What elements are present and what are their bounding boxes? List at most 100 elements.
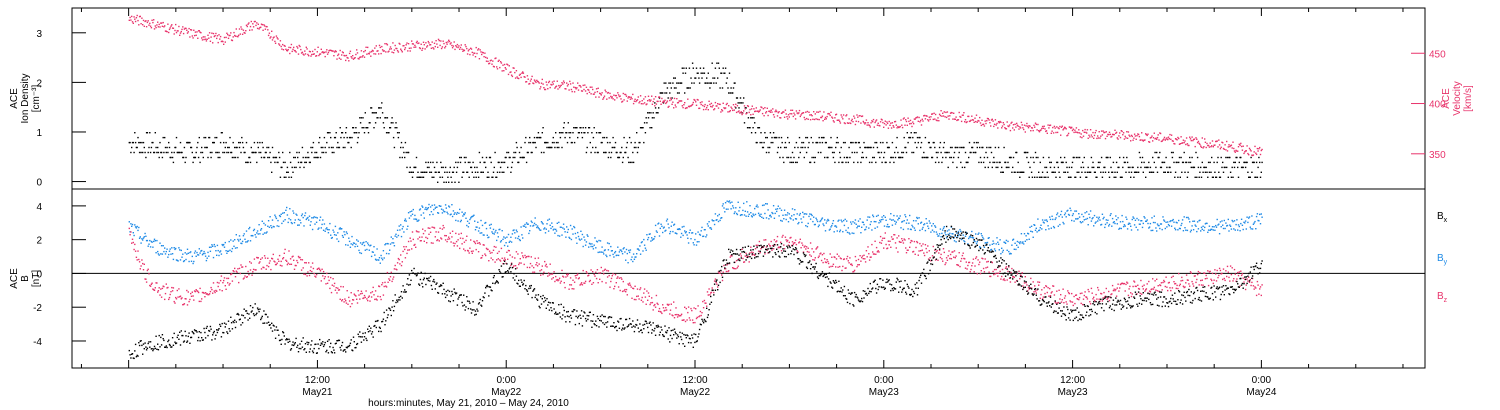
density-series-point	[720, 72, 722, 74]
velocity-series-point	[1167, 138, 1169, 141]
density-series-point	[783, 146, 786, 149]
by-series-point	[831, 224, 833, 227]
density-series-point	[451, 181, 453, 183]
bz-series-point	[139, 268, 141, 270]
bz-series-point	[369, 300, 371, 302]
density-series-point	[897, 151, 899, 154]
bz-series-point	[160, 296, 163, 298]
density-series-point	[432, 161, 434, 164]
velocity-series-point	[751, 105, 753, 107]
velocity-series-point	[975, 114, 978, 116]
density-series-point	[130, 151, 132, 154]
density-series-point	[194, 156, 197, 159]
by-series-point	[845, 229, 847, 232]
density-series-point	[1104, 171, 1107, 173]
density-series-point	[654, 107, 657, 109]
by-series-point	[565, 236, 567, 238]
by-series-point	[1103, 216, 1105, 219]
by-series-point	[853, 232, 855, 235]
bz-series-point	[505, 262, 507, 265]
velocity-series-point	[304, 53, 307, 55]
bz-series-point	[344, 298, 346, 300]
velocity-series-point	[1219, 148, 1222, 150]
by-series-point	[349, 246, 352, 248]
by-series-point	[957, 230, 960, 233]
by-series-point	[968, 237, 970, 240]
density-series-point	[875, 161, 877, 164]
velocity-series-point	[884, 120, 886, 122]
density-series-point	[396, 132, 399, 134]
by-series-point	[280, 213, 282, 215]
density-series-point	[674, 77, 676, 79]
velocity-series-point	[480, 51, 482, 53]
density-series-point	[201, 146, 203, 149]
bz-series-point	[341, 299, 344, 301]
density-series-point	[990, 146, 992, 149]
velocity-series-point	[540, 82, 543, 84]
velocity-series-point	[639, 95, 642, 97]
density-series-point	[754, 132, 757, 134]
density-series-point	[876, 146, 879, 149]
by-series-point	[262, 233, 264, 235]
by-series-point	[243, 233, 245, 235]
by-series-point	[1120, 227, 1122, 230]
velocity-series-point	[1181, 142, 1183, 144]
density-series-point	[138, 151, 141, 154]
by-series-point	[1019, 241, 1022, 243]
bz-series-point	[259, 261, 261, 263]
by-series-point	[1090, 220, 1093, 222]
by-series-point	[175, 259, 178, 261]
by-series-point	[1240, 218, 1243, 220]
velocity-series-point	[654, 105, 656, 107]
velocity-series-point	[1233, 150, 1236, 152]
density-series-point	[617, 156, 620, 159]
by-series-point	[854, 219, 857, 221]
velocity-series-point	[327, 51, 330, 54]
velocity-series-point	[783, 111, 785, 113]
velocity-series-point	[1192, 139, 1194, 142]
by-series-point	[502, 238, 504, 240]
velocity-series-point	[345, 54, 348, 57]
density-series-point	[1003, 146, 1005, 149]
density-series-point	[600, 141, 602, 144]
velocity-series-point	[738, 110, 740, 112]
by-series-point	[777, 205, 779, 207]
velocity-series-point	[710, 105, 712, 108]
bz-series-point	[594, 275, 596, 277]
density-series-point	[227, 146, 229, 149]
bz-series-point	[482, 244, 484, 246]
velocity-series-point	[254, 20, 256, 23]
density-series-point	[261, 141, 263, 144]
density-series-point	[949, 156, 951, 159]
velocity-series-point	[142, 24, 144, 26]
velocity-series-point	[970, 119, 972, 121]
velocity-series-point	[821, 115, 824, 117]
by-series-point	[687, 237, 689, 239]
velocity-series-point	[952, 118, 954, 120]
density-series-point	[785, 146, 787, 149]
by-series-point	[426, 208, 429, 210]
bz-series-point	[202, 291, 204, 294]
velocity-series-point	[283, 44, 285, 47]
density-series-point	[620, 151, 622, 154]
by-series-point	[432, 213, 434, 216]
by-series-point	[825, 222, 827, 224]
density-series-point	[688, 67, 691, 69]
density-series-point	[571, 141, 573, 144]
velocity-series-point	[1122, 134, 1124, 136]
density-series-point	[365, 127, 367, 129]
bz-series-point	[518, 263, 520, 266]
density-series-point	[394, 127, 396, 129]
bz-series-point	[559, 282, 562, 284]
bz-series-point	[459, 237, 462, 239]
velocity-series-point	[731, 107, 733, 110]
data-series	[128, 14, 1263, 360]
velocity-series-point	[617, 92, 619, 94]
velocity-series-point	[701, 101, 703, 103]
by-series-point	[360, 252, 363, 255]
bz-series-point	[411, 248, 413, 250]
by-series-point	[780, 219, 782, 222]
density-series-point	[1158, 156, 1160, 159]
velocity-series-point	[407, 43, 410, 45]
velocity-series-point	[663, 101, 665, 103]
